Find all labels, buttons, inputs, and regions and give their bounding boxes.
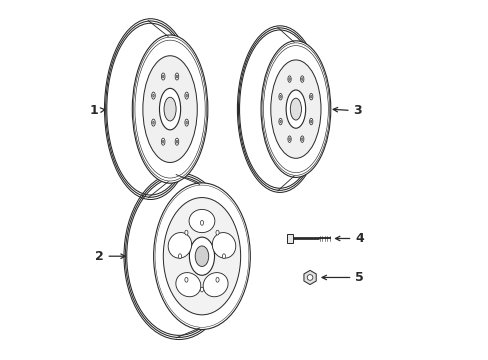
Ellipse shape [300,76,303,82]
Ellipse shape [178,254,181,258]
Text: 1: 1 [89,104,105,117]
Ellipse shape [175,73,179,80]
Text: 4: 4 [335,232,364,245]
Ellipse shape [176,273,201,297]
Ellipse shape [151,92,155,99]
Ellipse shape [151,119,155,126]
Ellipse shape [195,246,208,266]
Ellipse shape [270,60,320,158]
Ellipse shape [161,73,164,80]
Ellipse shape [184,119,188,126]
Ellipse shape [300,136,303,143]
Ellipse shape [153,183,250,329]
Ellipse shape [185,94,187,97]
Ellipse shape [306,275,312,280]
Ellipse shape [189,237,214,275]
Ellipse shape [222,254,225,258]
Ellipse shape [278,94,282,100]
Ellipse shape [278,118,282,125]
Ellipse shape [163,97,176,121]
Ellipse shape [163,198,240,315]
Ellipse shape [176,140,177,143]
Ellipse shape [285,90,305,128]
Ellipse shape [168,233,191,258]
Ellipse shape [290,98,301,120]
Ellipse shape [309,94,312,100]
Ellipse shape [184,92,188,99]
Ellipse shape [152,121,154,124]
Ellipse shape [152,94,154,97]
Ellipse shape [189,210,214,233]
Ellipse shape [162,140,163,143]
Text: 5: 5 [322,271,364,284]
Ellipse shape [184,230,187,235]
Ellipse shape [287,76,290,82]
Ellipse shape [212,233,235,258]
Ellipse shape [288,138,290,140]
Ellipse shape [200,287,203,292]
Ellipse shape [309,118,312,125]
Ellipse shape [203,273,227,297]
Ellipse shape [161,138,164,145]
Ellipse shape [216,278,219,282]
Ellipse shape [142,56,197,162]
Ellipse shape [132,35,207,183]
Ellipse shape [310,120,311,123]
Ellipse shape [184,278,187,282]
Ellipse shape [279,120,281,123]
Ellipse shape [279,95,281,98]
Ellipse shape [200,220,203,225]
Ellipse shape [162,75,163,78]
Ellipse shape [176,75,177,78]
Text: 2: 2 [95,250,125,263]
Ellipse shape [310,95,311,98]
Text: 3: 3 [332,104,362,117]
Ellipse shape [301,138,303,140]
Ellipse shape [301,78,303,80]
Ellipse shape [185,121,187,124]
Ellipse shape [175,138,179,145]
Ellipse shape [216,230,219,235]
Ellipse shape [159,88,180,130]
Polygon shape [304,270,316,284]
FancyBboxPatch shape [286,234,292,243]
Ellipse shape [288,78,290,80]
Ellipse shape [261,41,330,177]
Ellipse shape [287,136,290,143]
